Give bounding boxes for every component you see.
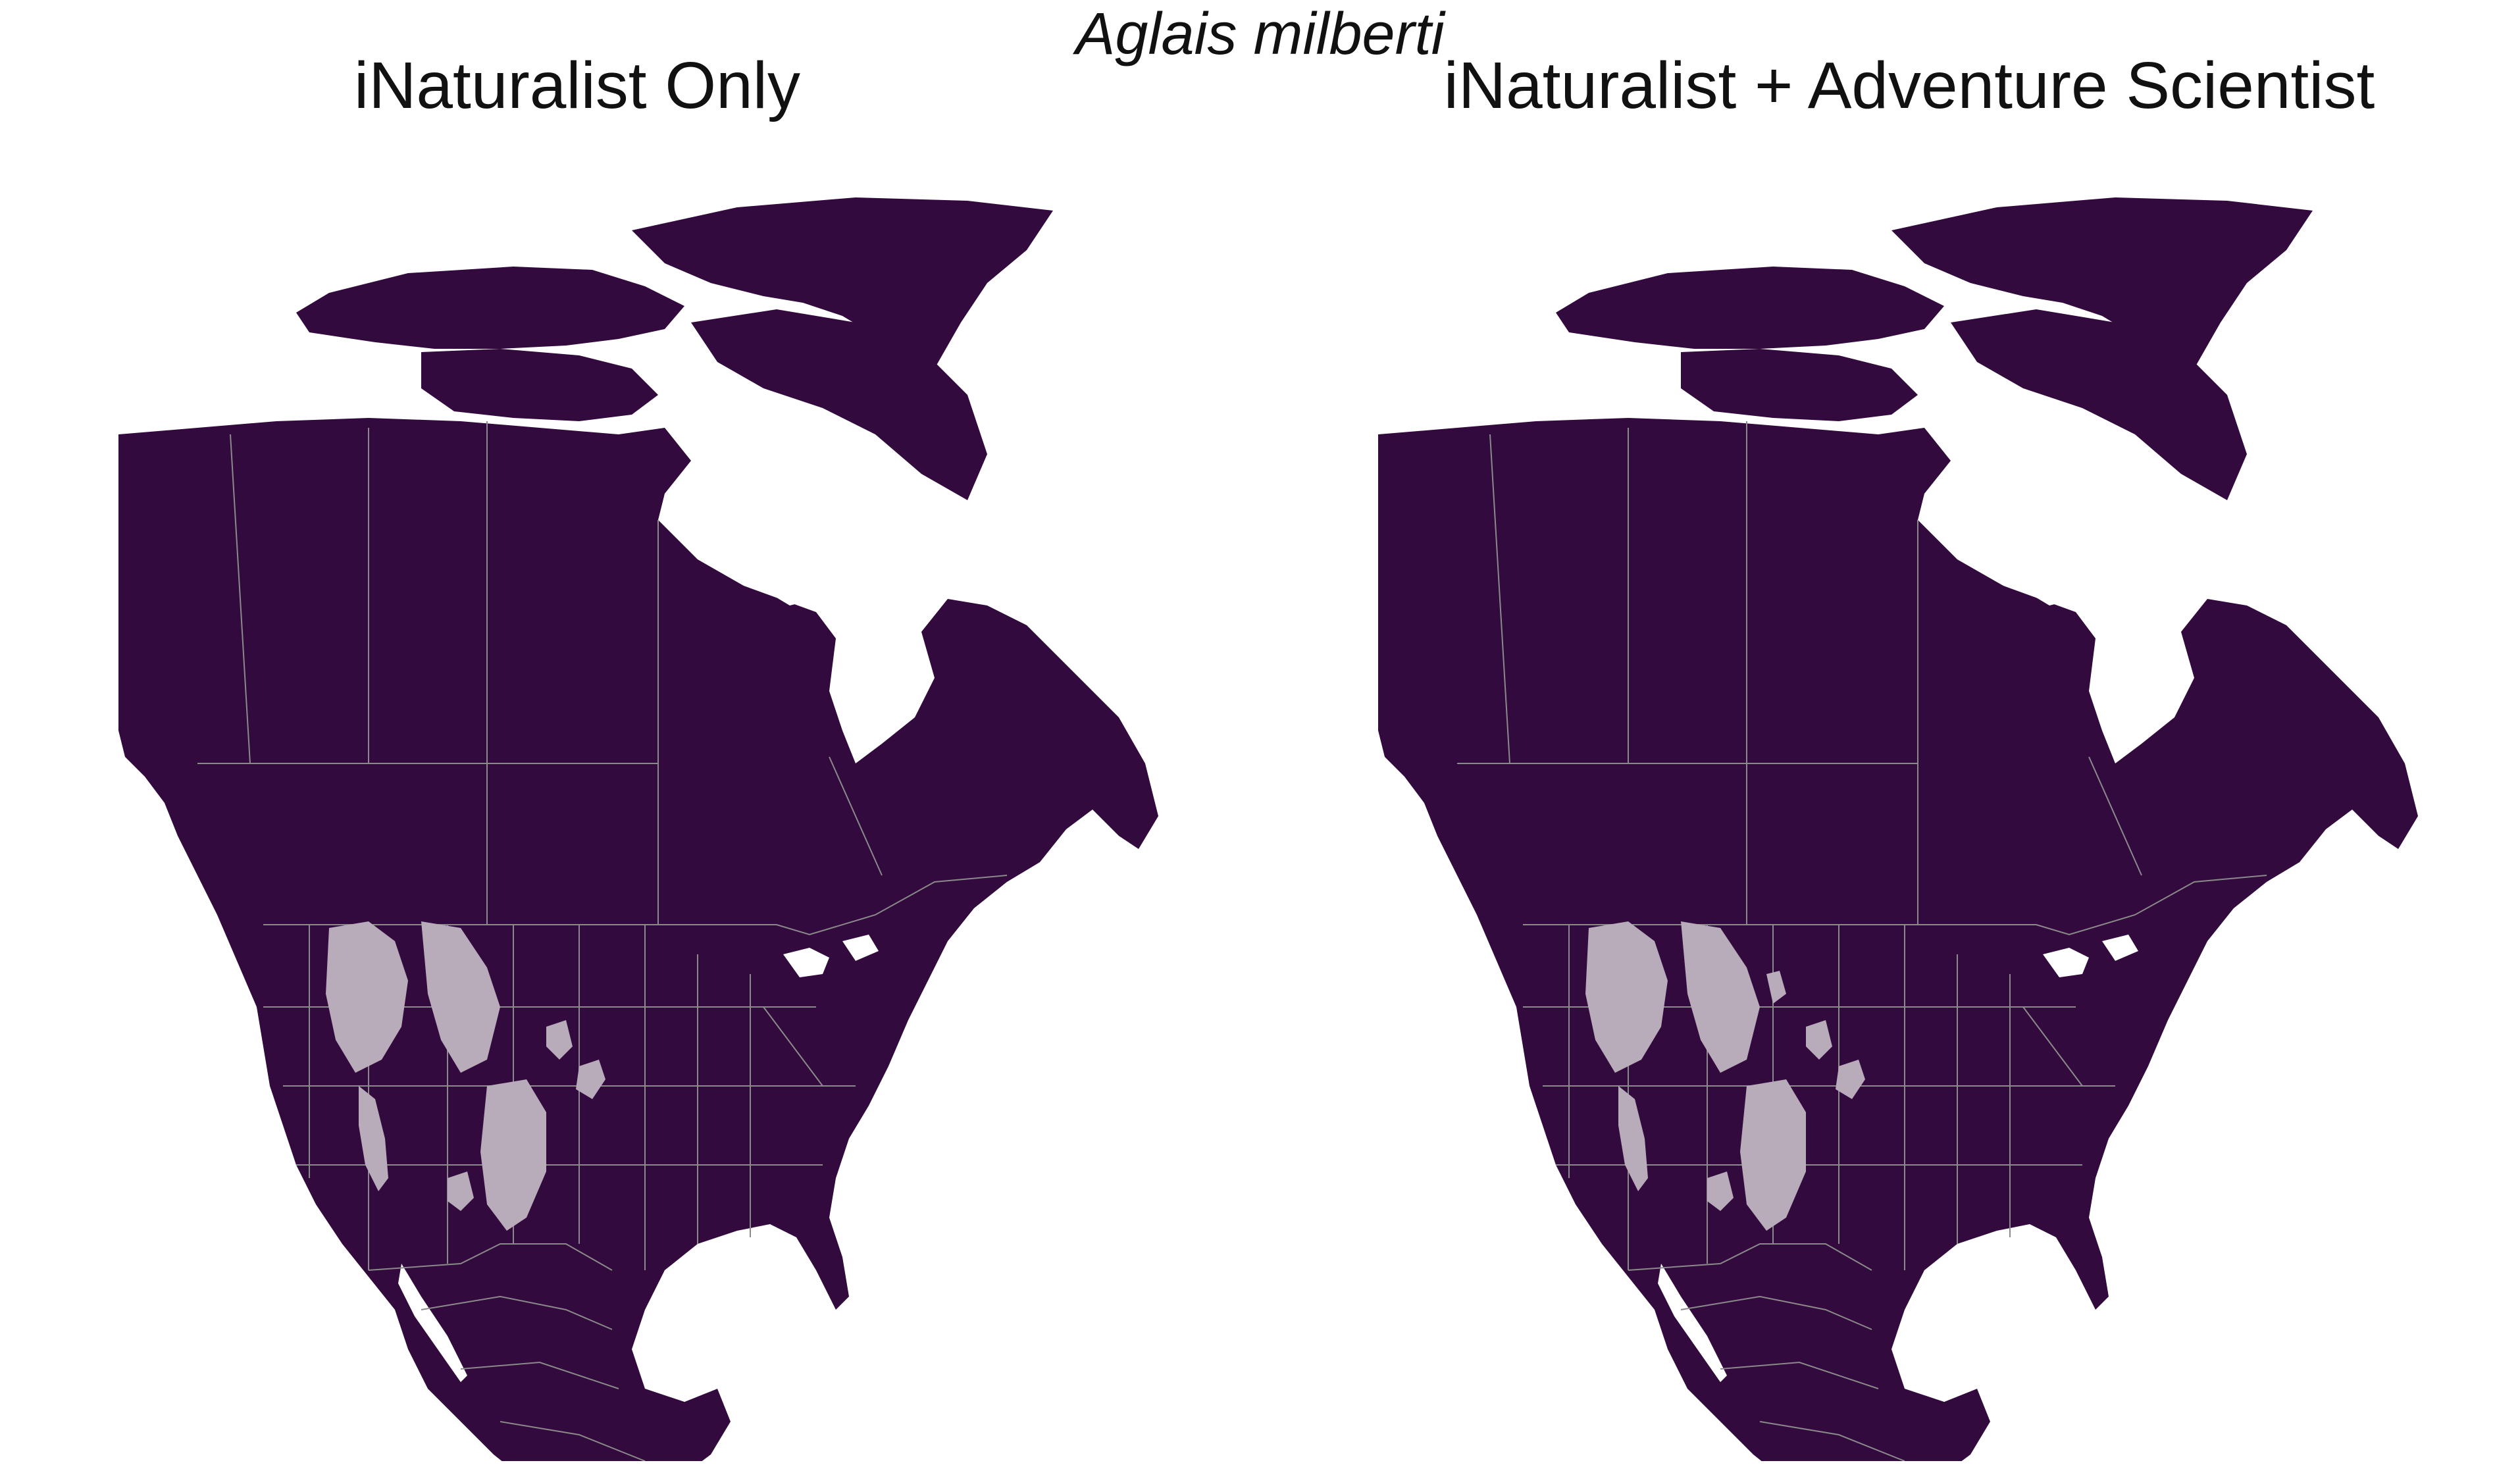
hudson-bay — [665, 441, 849, 605]
range-patch-sierra — [359, 1086, 388, 1191]
arctic-island-large — [296, 267, 684, 349]
landmass — [118, 197, 1158, 1461]
mainland-north-america — [118, 418, 1158, 1461]
map-panel-inaturalist-only: iNaturalist Only — [0, 46, 1260, 1461]
figure-title: Aglais milberti — [1075, 1, 1445, 67]
us-mexico-border — [1628, 1243, 1872, 1271]
range-patch-black-hills — [576, 1060, 605, 1099]
gulf-of-mexico — [1898, 1237, 2082, 1402]
range-patch-rockies-central — [1740, 1079, 1806, 1231]
range-patch-wyoming — [546, 1020, 573, 1060]
arctic-island-west — [421, 349, 658, 421]
arctic-island-greenland-edge — [1891, 197, 2313, 369]
hudson-bay — [1924, 441, 2109, 605]
north-america-map — [118, 197, 1158, 1461]
north-america-map — [1378, 197, 2418, 1461]
landmass — [1378, 197, 2418, 1461]
arctic-island-large — [1556, 267, 1944, 349]
gulf-of-california — [398, 1264, 467, 1382]
arctic-island-baffin — [1951, 309, 2247, 500]
canada-us-border — [263, 875, 1008, 936]
mexico-state-lines — [1680, 1295, 1905, 1461]
suitable-range — [1585, 921, 1865, 1231]
range-patch-pacific-northwest — [326, 921, 408, 1073]
gulf-of-mexico — [638, 1237, 823, 1402]
map-panel-inaturalist-plus-adventure-scientist: iNaturalist + Adventure Scientist — [1260, 46, 2519, 1461]
mainland-north-america — [1378, 418, 2418, 1461]
gulf-of-california — [1658, 1264, 1727, 1382]
range-patch-montana — [1766, 971, 1786, 1004]
province-lines — [1457, 421, 2142, 925]
political-boundaries — [1457, 421, 2267, 1461]
range-patch-rockies-north — [421, 921, 500, 1073]
suitable-range — [326, 921, 605, 1231]
range-patch-rockies-central — [480, 1079, 546, 1231]
range-patch-wyoming — [1806, 1020, 1832, 1060]
panel-title: iNaturalist Only — [354, 49, 800, 122]
province-lines — [197, 421, 883, 925]
range-patch-sierra — [1618, 1086, 1648, 1191]
panel-title: iNaturalist + Adventure Scientist — [1443, 49, 2375, 122]
range-patch-black-hills — [1836, 1060, 1865, 1099]
us-mexico-border — [368, 1243, 613, 1271]
arctic-island-west — [1681, 349, 1918, 421]
arctic-island-baffin — [691, 309, 987, 500]
range-patch-utah — [448, 1171, 474, 1211]
canada-us-border — [1523, 875, 2267, 936]
great-lakes — [783, 935, 879, 977]
arctic-island-greenland-edge — [632, 197, 1053, 369]
great-lakes — [2043, 935, 2138, 977]
range-patch-pacific-northwest — [1585, 921, 1668, 1073]
range-patch-utah — [1707, 1171, 1734, 1211]
mexico-state-lines — [421, 1295, 646, 1461]
range-patch-rockies-north — [1681, 921, 1760, 1073]
